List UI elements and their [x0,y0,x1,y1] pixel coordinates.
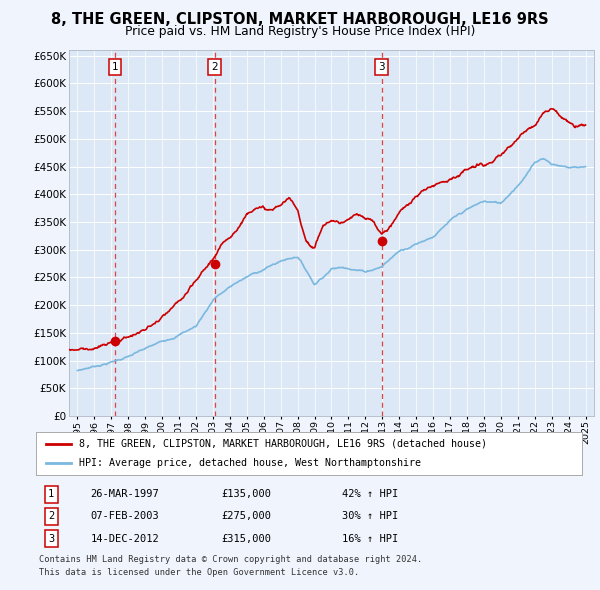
Text: This data is licensed under the Open Government Licence v3.0.: This data is licensed under the Open Gov… [39,568,359,576]
Text: Price paid vs. HM Land Registry's House Price Index (HPI): Price paid vs. HM Land Registry's House … [125,25,475,38]
Text: 2: 2 [48,512,55,522]
Text: 1: 1 [48,489,55,499]
Text: 16% ↑ HPI: 16% ↑ HPI [342,534,398,544]
Text: 3: 3 [379,61,385,71]
Text: £275,000: £275,000 [221,512,272,522]
Text: 30% ↑ HPI: 30% ↑ HPI [342,512,398,522]
Text: 1: 1 [112,61,119,71]
Text: 8, THE GREEN, CLIPSTON, MARKET HARBOROUGH, LE16 9RS: 8, THE GREEN, CLIPSTON, MARKET HARBOROUG… [51,12,549,27]
Text: 07-FEB-2003: 07-FEB-2003 [91,512,160,522]
Text: 3: 3 [48,534,55,544]
Text: HPI: Average price, detached house, West Northamptonshire: HPI: Average price, detached house, West… [79,458,421,468]
Text: Contains HM Land Registry data © Crown copyright and database right 2024.: Contains HM Land Registry data © Crown c… [39,555,422,563]
Text: £315,000: £315,000 [221,534,272,544]
Text: 14-DEC-2012: 14-DEC-2012 [91,534,160,544]
Text: 42% ↑ HPI: 42% ↑ HPI [342,489,398,499]
Text: 26-MAR-1997: 26-MAR-1997 [91,489,160,499]
Text: 8, THE GREEN, CLIPSTON, MARKET HARBOROUGH, LE16 9RS (detached house): 8, THE GREEN, CLIPSTON, MARKET HARBOROUG… [79,439,487,449]
Text: 2: 2 [211,61,218,71]
Text: £135,000: £135,000 [221,489,272,499]
